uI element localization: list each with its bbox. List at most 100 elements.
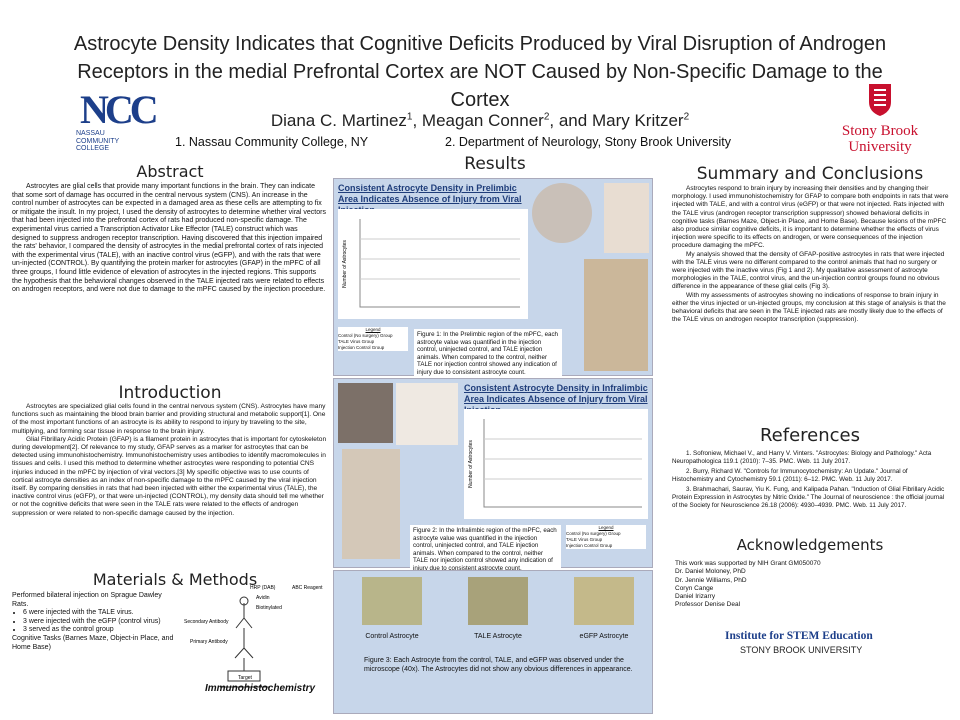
diagram-label: HRP (DAB) (250, 585, 276, 591)
bullet: 3 were injected with the eGFP (control v… (23, 618, 177, 627)
micrograph (362, 577, 422, 625)
bullet: 6 were injected with the TALE virus. (23, 609, 177, 618)
tissue-image (584, 259, 648, 371)
logo-line: University (848, 139, 912, 155)
author-sup: 2 (683, 111, 690, 123)
diagram-label: Secondary Antibody (184, 619, 229, 625)
axis-label: Number of Astrocytes (468, 440, 474, 488)
sbu-logo: Stony Brook University (835, 82, 925, 155)
paragraph: Astrocytes are glial cells that provide … (12, 183, 326, 294)
methods-intro: Performed bilateral injection on Sprague… (12, 592, 162, 608)
heading: Materials & Methods (92, 570, 258, 589)
figure-panel: Consistent Astrocyte Density in Infralim… (333, 378, 653, 575)
legend-item: Control (No surgery) Group (338, 333, 393, 338)
author-sup: 1 (406, 111, 413, 123)
logo-line: Stony Brook (841, 123, 919, 139)
micrograph-label: eGFP Astrocyte (579, 633, 629, 640)
chart-image: Number of Astrocytes (338, 209, 528, 319)
paragraph: Astrocytes are specialized glial cells f… (12, 403, 326, 435)
university: STONY BROOK UNIVERSITY (740, 645, 863, 655)
legend-item: Legend (365, 327, 381, 332)
heading: Summary and Conclusions (696, 164, 924, 184)
heading: Introduction (118, 383, 222, 403)
brain-image (604, 183, 649, 253)
figure-panel: Control Astrocyte TALE Astrocyte eGFP As… (333, 570, 653, 714)
reference: 3. Brahmachari, Saurav, Yiu K. Fung, and… (672, 486, 945, 509)
brain-image (532, 183, 592, 243)
ack-line: Coryn Cange (675, 584, 714, 592)
brain-image (396, 383, 458, 445)
diagram-label: Biotinylated (256, 605, 282, 611)
author-name: Meagan Conner (421, 111, 544, 130)
heading: References (759, 425, 861, 446)
legend: Legend Control (No surgery) Group TALE Vir… (566, 525, 646, 549)
diagram-label: Primary Antibody (190, 639, 228, 645)
methods: Performed bilateral injection on Sprague… (12, 592, 177, 652)
axis-label: Number of Astrocytes (342, 240, 348, 288)
ihc-diagram: HRP (DAB) Avidin Biotinylated ABC Reagen… (184, 585, 323, 688)
logo-line: COLLEGE (76, 145, 110, 152)
ack-line: Professor Denise Deal (675, 601, 741, 609)
logo-text: NASSAU COMMUNITY COLLEGE (76, 130, 160, 153)
paragraph: With my assessments of astrocytes showin… (672, 291, 946, 324)
legend-item: Injection Control Group (566, 543, 613, 548)
separator: , and (549, 111, 592, 130)
affiliation: 1. Nassau Community College, NY (175, 135, 369, 149)
heading: Acknowledgements (736, 536, 884, 554)
abstract: Astrocytes are glial cells that provide … (12, 183, 327, 295)
methods-tasks: Cognitive Tasks (Barnes Maze, Object-in … (12, 634, 174, 651)
authors: Diana C. Martinez1, Meagan Conner2, and … (200, 111, 760, 131)
paragraph: Glial Fibrillary Acidic Protein (GFAP) i… (12, 435, 327, 517)
legend-item: TALE Virus Group (566, 537, 603, 542)
diagram-caption: Immunohistochemistry (205, 683, 316, 694)
diagram-label: ABC Reagent (292, 585, 323, 591)
author-sup: 2 (543, 111, 550, 123)
shield (869, 84, 891, 116)
reference: 2. Burry, Richard W. "Controls for Immun… (672, 468, 908, 483)
logo-text: Stony Brook University (835, 123, 925, 155)
separator: , (412, 111, 422, 130)
diagram-label: Target (238, 675, 253, 681)
bullets: 6 were injected with the TALE virus.3 we… (12, 609, 177, 635)
legend: Legend Control (No surgery) Group TALE Vir… (338, 327, 408, 351)
legend-item: Control (No surgery) Group (566, 531, 621, 536)
paragraph: My analysis showed that the density of G… (672, 250, 945, 291)
figure-panel: Consistent Astrocyte Density in Prelimbi… (333, 178, 653, 379)
affiliation: 2. Department of Neurology, Stony Brook … (445, 135, 732, 149)
bullet: 3 served as the control group (23, 626, 177, 635)
tissue-image (342, 449, 400, 559)
micrograph-label: TALE Astrocyte (474, 633, 522, 640)
references: 1. Sofroniew, Michael V., and Harry V. V… (672, 450, 947, 512)
ack-line: Daniel Irizarry (675, 593, 716, 601)
reference: 1. Sofroniew, Michael V., and Harry V. V… (672, 450, 932, 465)
paragraph: Astrocytes respond to brain injury by in… (672, 185, 949, 250)
micrograph (574, 577, 634, 625)
acknowledgements: This work was supported by NIH Grant GM0… (675, 560, 925, 610)
brain-image (338, 383, 393, 443)
ack-line: This work was supported by NIH Grant GM0… (675, 560, 821, 567)
logo-mark: NCC (80, 87, 159, 132)
author-name: Mary Kritzer (591, 111, 684, 130)
chart-image: Number of Astrocytes (464, 409, 648, 519)
title: Astrocyte Density Indicates that Cogniti… (73, 33, 887, 111)
institute: Institute for STEM Education (725, 630, 873, 642)
figure-caption: Figure 3: Each Astrocyte from the contro… (364, 657, 633, 673)
summary: Astrocytes respond to brain injury by in… (672, 185, 950, 324)
ack-line: Dr. Daniel Moloney, PhD (675, 568, 746, 576)
micrograph (468, 577, 528, 625)
author-name: Diana C. Martinez (270, 111, 407, 130)
legend-item: Legend (598, 525, 614, 530)
figure-caption: Figure 1: In the Prelimbic region of the… (414, 329, 562, 379)
ncc-logo: NCC NASSAU COMMUNITY COLLEGE (76, 87, 160, 153)
micrograph-label: Control Astrocyte (365, 633, 419, 640)
ack-line: Dr. Jennie Williams, PhD (675, 576, 747, 584)
logo-line: NASSAU (76, 130, 105, 137)
legend-item: Injection Control Group (338, 345, 385, 350)
logo-line: COMMUNITY (76, 137, 120, 145)
heading: Abstract (136, 162, 204, 181)
figure-caption: Figure 2: In the Infralimbic region of t… (410, 525, 561, 575)
diagram-label: Avidin (256, 595, 270, 601)
heading: Results (464, 154, 526, 174)
introduction: Astrocytes are specialized glial cells f… (12, 403, 327, 518)
